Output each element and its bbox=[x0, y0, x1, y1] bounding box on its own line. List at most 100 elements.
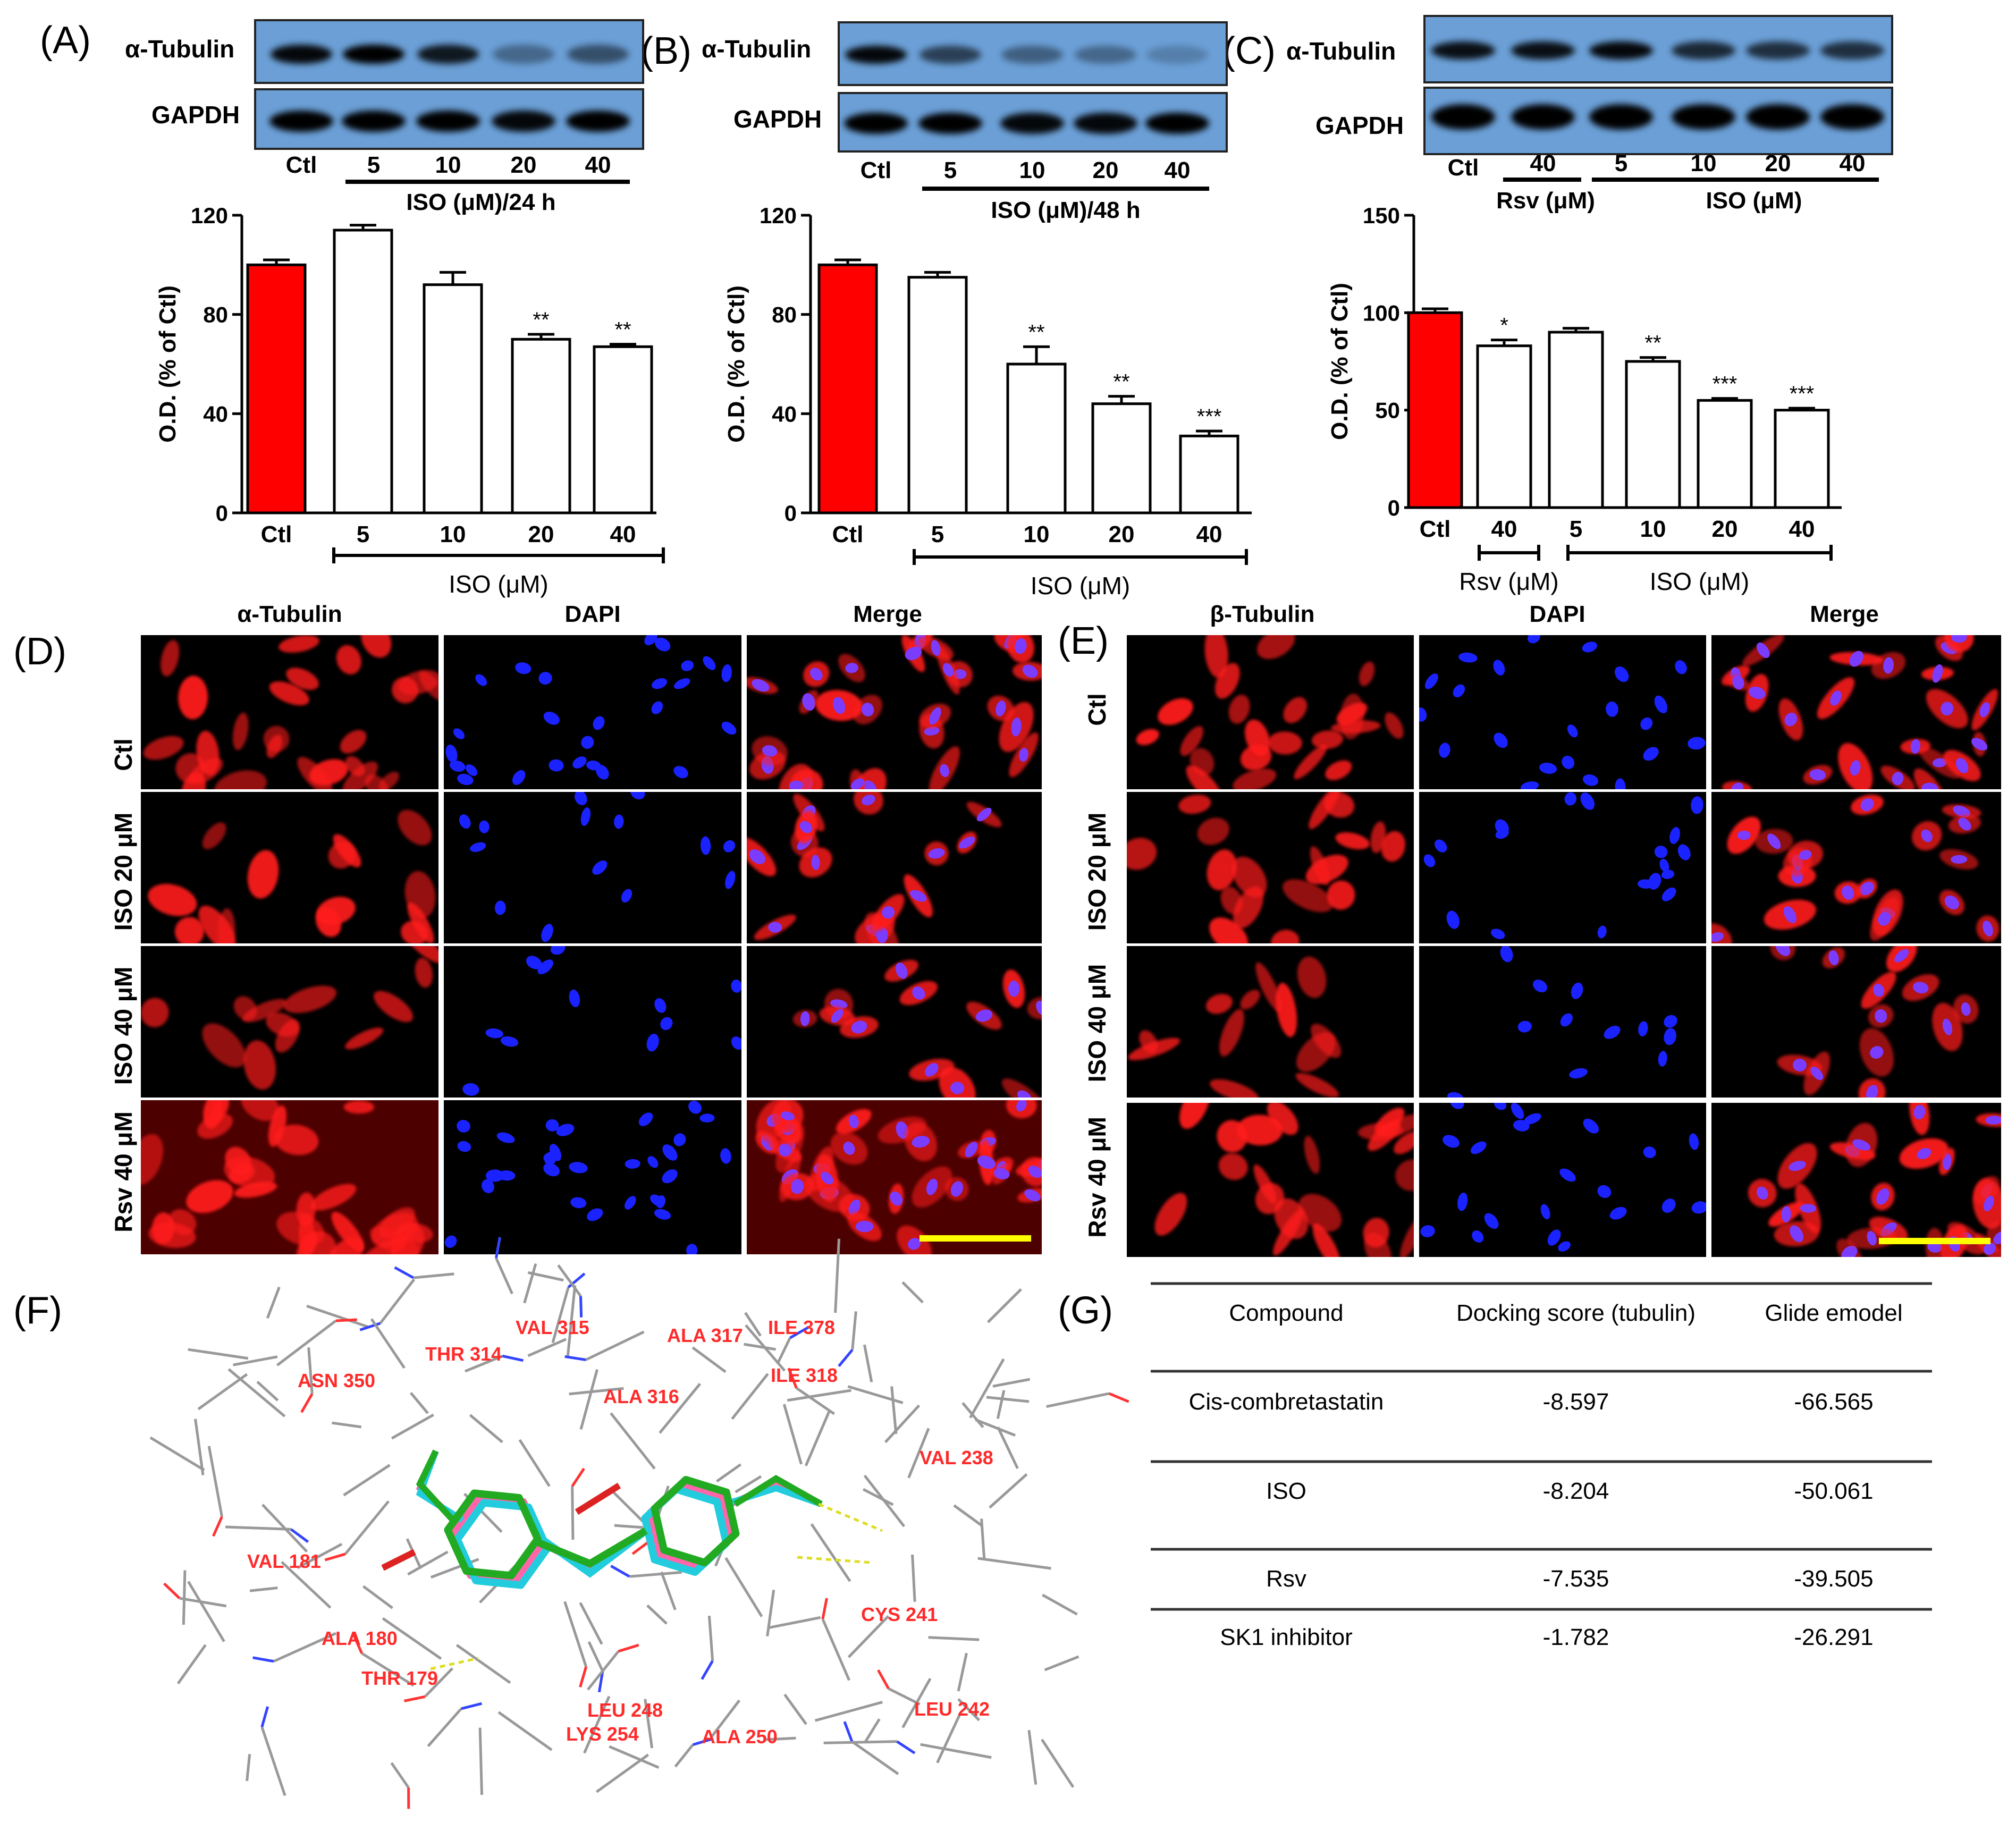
cell-nucleus bbox=[701, 836, 711, 855]
cell-nucleus bbox=[646, 1033, 659, 1052]
cell-nucleus bbox=[543, 1163, 560, 1177]
cell-cytoskeleton bbox=[1276, 983, 1297, 1037]
cell-nucleus bbox=[1615, 778, 1626, 789]
cell-nucleus bbox=[850, 778, 864, 789]
micrograph-tile bbox=[1419, 946, 1706, 1098]
protein-bond bbox=[297, 1543, 343, 1569]
table-cell: Rsv bbox=[1266, 1566, 1306, 1592]
micrograph-tile bbox=[444, 1100, 741, 1254]
cell-nucleus bbox=[569, 1162, 588, 1174]
cell-cytoskeleton bbox=[1245, 719, 1270, 756]
residue-label: VAL 238 bbox=[920, 1447, 993, 1468]
cell-nucleus bbox=[1511, 1103, 1524, 1119]
cell-cytoskeleton bbox=[1283, 879, 1333, 913]
cell-nucleus bbox=[1953, 805, 1971, 817]
cell-nucleus bbox=[445, 744, 458, 763]
protein-bond bbox=[587, 1641, 604, 1672]
cell-nucleus bbox=[1520, 781, 1539, 789]
table-cell: -8.204 bbox=[1543, 1478, 1609, 1504]
cell-nucleus bbox=[651, 701, 663, 714]
cell-nucleus bbox=[959, 836, 975, 849]
cell-nucleus bbox=[1661, 887, 1676, 901]
lane-label: 10 bbox=[1019, 157, 1045, 183]
cell-nucleus bbox=[1567, 724, 1578, 738]
cell-nucleus bbox=[861, 703, 874, 717]
x-tick-label: 10 bbox=[1024, 521, 1050, 547]
cell-cytoskeleton bbox=[379, 1207, 416, 1238]
cell-nucleus bbox=[965, 1142, 978, 1158]
heteroatom-bond bbox=[1108, 1392, 1129, 1403]
cell-nucleus bbox=[444, 1235, 457, 1248]
cell-nucleus bbox=[593, 716, 605, 730]
panel-label-C: (C) bbox=[1222, 30, 1276, 72]
cell-nucleus bbox=[1558, 1241, 1571, 1252]
cell-cytoskeleton bbox=[141, 998, 169, 1027]
row-label: Rsv 40 μM bbox=[109, 1111, 137, 1233]
cell-cytoskeleton bbox=[1400, 1213, 1414, 1257]
residue-label: LEU 242 bbox=[914, 1698, 990, 1720]
protein-bond bbox=[823, 1740, 897, 1744]
treatment-label-C-rsv: Rsv (μM) bbox=[1496, 188, 1595, 214]
bar-chart-A: 0 40 80 120 O.D. (% of Ctl) Ctl 5 10 ** 20 ** 40 ISO… bbox=[155, 203, 665, 598]
cell-nucleus bbox=[996, 700, 1006, 716]
cell-cytoskeleton bbox=[1311, 730, 1344, 749]
x-tick-label: 5 bbox=[931, 521, 944, 547]
residue-label: ALA 180 bbox=[322, 1627, 398, 1649]
protein-bond bbox=[179, 1597, 227, 1608]
lane-label: 40 bbox=[1840, 150, 1866, 176]
cell-nucleus bbox=[570, 1197, 587, 1209]
protein-bond bbox=[182, 1570, 187, 1625]
cell-nucleus bbox=[1910, 739, 1921, 754]
protein-bond bbox=[997, 1427, 1019, 1469]
protein-bond bbox=[379, 1278, 416, 1324]
panel-label-A: (A) bbox=[40, 19, 91, 62]
column-header: DAPI bbox=[1529, 601, 1585, 627]
bar-chart-B: 0 40 80 120 O.D. (% of Ctl) Ctl 5 ** 10 ** 20 *** 40… bbox=[723, 203, 1252, 600]
table-cell: -66.565 bbox=[1794, 1389, 1873, 1415]
cell-nucleus bbox=[778, 1143, 791, 1157]
cell-nucleus bbox=[1800, 1204, 1816, 1213]
protein-bond bbox=[518, 1439, 551, 1487]
protein-bond bbox=[814, 1701, 883, 1722]
cell-nucleus bbox=[1983, 921, 1993, 936]
cell-nucleus bbox=[1028, 1166, 1042, 1178]
cell-cytoskeleton bbox=[242, 999, 287, 1023]
heteroatom-bond bbox=[359, 1322, 381, 1331]
protein-bond bbox=[659, 1382, 702, 1434]
residue-label: ASN 350 bbox=[298, 1370, 375, 1391]
cell-nucleus bbox=[1580, 792, 1595, 810]
micrograph-tile bbox=[141, 792, 438, 943]
cell-nucleus bbox=[1564, 792, 1577, 806]
blot-band bbox=[1000, 113, 1064, 134]
cell-nucleus bbox=[537, 959, 553, 975]
western-blots: α-Tubulin GAPDH α-Tubulin GAPDH α-Tubuli… bbox=[125, 15, 1893, 223]
cell-cytoskeleton bbox=[243, 1040, 276, 1090]
protein-bond bbox=[862, 1488, 894, 1506]
cell-nucleus bbox=[512, 770, 526, 786]
protein-bond bbox=[390, 1762, 410, 1788]
micrograph-tile bbox=[747, 792, 1042, 943]
protein-bond bbox=[187, 1581, 225, 1642]
blot-band bbox=[845, 46, 907, 64]
cell-cytoskeleton bbox=[286, 668, 319, 690]
cell-nucleus bbox=[655, 637, 671, 652]
protein-bond bbox=[851, 1740, 899, 1775]
protein-bond bbox=[992, 1378, 1031, 1388]
protein-bond bbox=[834, 1238, 841, 1313]
cell-cytoskeleton bbox=[1283, 697, 1308, 723]
docking-model bbox=[149, 1237, 1129, 1809]
blot-band bbox=[1146, 46, 1208, 64]
cell-cytoskeleton bbox=[1179, 1103, 1210, 1129]
protein-bond bbox=[249, 1586, 278, 1592]
cell-cytoskeleton bbox=[283, 985, 337, 1014]
heteroatom-bond bbox=[502, 1354, 524, 1362]
cell-nucleus bbox=[550, 946, 566, 955]
cell-cytoskeleton bbox=[1218, 1153, 1248, 1180]
cell-nucleus bbox=[614, 814, 624, 829]
cell-nucleus bbox=[950, 1181, 963, 1197]
ligand-ring bbox=[444, 1489, 542, 1580]
cell-nucleus bbox=[1942, 1018, 1953, 1035]
blot-band bbox=[844, 113, 908, 134]
protein-bond bbox=[716, 1463, 741, 1483]
bar-charts: 0 40 80 120 O.D. (% of Ctl) Ctl 5 10 ** 20 ** 40 ISO… bbox=[155, 203, 1842, 600]
